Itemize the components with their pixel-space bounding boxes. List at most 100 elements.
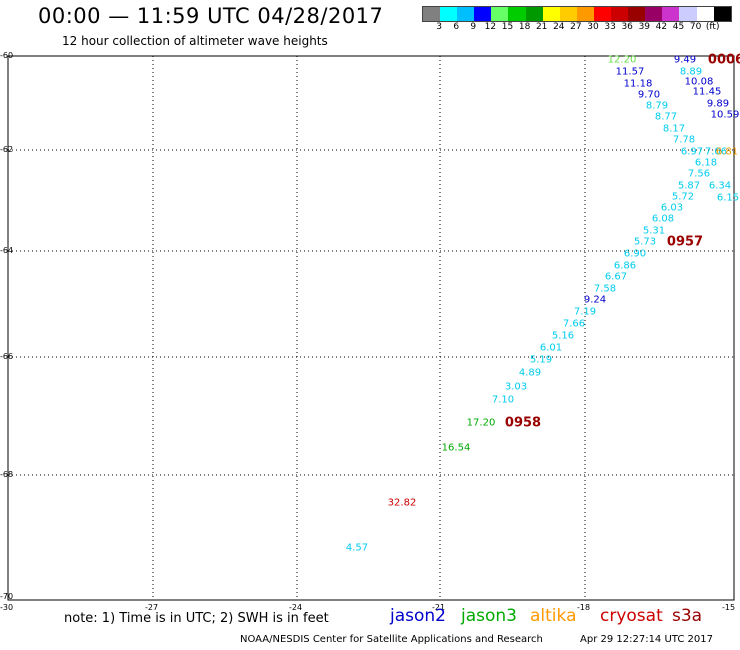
- colorbar-swatch: [679, 7, 697, 21]
- colorbar-label: 42: [655, 22, 668, 32]
- wave-height-value: 32.82: [387, 497, 417, 509]
- colorbar-label: 27: [570, 22, 582, 32]
- map-title: 00:00 — 11:59 UTC 04/28/2017: [38, 4, 384, 28]
- colorbar-label: 24: [553, 22, 565, 32]
- legend-item-cryosat: cryosat: [600, 606, 663, 626]
- wave-height-value: 4.57: [345, 542, 369, 554]
- latitude-tick-label: -64: [0, 246, 14, 255]
- colorbar-label: 18: [518, 22, 531, 32]
- colorbar-swatch: [628, 7, 646, 21]
- wave-height-value: 6.15: [716, 192, 740, 204]
- wave-height-colorbar: [422, 6, 732, 22]
- wave-height-value: 9.49: [673, 54, 697, 66]
- wave-height-value: 12.20: [607, 54, 637, 66]
- wave-height-value: 6.86: [613, 260, 637, 272]
- legend-item-jason3: jason3: [461, 606, 517, 626]
- latitude-tick-label: -70: [0, 592, 14, 601]
- wave-height-value: 5.19: [529, 354, 553, 366]
- longitude-tick-label: -24: [289, 603, 303, 612]
- wave-height-value: 11.45: [692, 86, 722, 98]
- colorbar-label: 70: [689, 22, 702, 32]
- wave-height-value: 7.78: [672, 134, 696, 146]
- latitude-tick-label: -62: [0, 145, 14, 154]
- longitude-tick-label: -30: [0, 603, 14, 612]
- legend-item-s3a: s3a: [672, 606, 703, 626]
- wave-height-value: 9.24: [583, 294, 607, 306]
- pass-time-label: 0957: [666, 234, 704, 250]
- pass-time-label: 0006: [707, 52, 740, 68]
- wave-height-value: 6.08: [651, 213, 675, 225]
- wave-height-value: 17.20: [466, 417, 496, 429]
- generation-timestamp: Apr 29 12:27:14 UTC 2017: [580, 634, 713, 645]
- legend-item-altika: altika: [530, 606, 577, 626]
- longitude-tick-label: -21: [432, 603, 446, 612]
- colorbar-label: 9: [470, 22, 477, 32]
- wave-height-value: 5.73: [633, 236, 657, 248]
- wave-height-value: 7.19: [573, 306, 597, 318]
- map-frame: [7, 55, 735, 601]
- map-subtitle: 12 hour collection of altimeter wave hei…: [62, 34, 328, 48]
- colorbar-label: (ft): [705, 22, 720, 32]
- colorbar-swatch: [508, 7, 526, 21]
- wave-height-value: 8.17: [662, 123, 686, 135]
- colorbar-swatch: [474, 7, 492, 21]
- wave-height-value: 10.59: [710, 109, 740, 121]
- colorbar-label: 12: [484, 22, 497, 32]
- wave-height-value: 3.03: [504, 381, 528, 393]
- colorbar-label: 30: [587, 22, 599, 32]
- colorbar-label: 21: [535, 22, 548, 32]
- colorbar-label: 33: [604, 22, 616, 32]
- wave-height-value: 6.67: [604, 271, 628, 283]
- wave-height-value: 6.81: [715, 146, 739, 158]
- wave-height-value: 11.18: [623, 78, 653, 90]
- wave-height-value: 4.89: [518, 367, 542, 379]
- wave-height-value: 7.66: [562, 318, 586, 330]
- colorbar-swatch: [576, 7, 594, 21]
- units-note: note: 1) Time is in UTC; 2) SWH is in fe…: [64, 611, 329, 626]
- colorbar-swatch: [713, 7, 731, 21]
- colorbar-swatch: [559, 7, 577, 21]
- colorbar-label: 39: [638, 22, 651, 32]
- longitude-tick-label: -18: [577, 603, 591, 612]
- legend-item-jason2: jason2: [390, 606, 446, 626]
- colorbar-swatch: [525, 7, 543, 21]
- colorbar-swatch: [440, 7, 458, 21]
- wave-height-value: 5.31: [642, 225, 666, 237]
- wave-height-value: 16.54: [441, 442, 471, 454]
- longitude-tick-label: -27: [145, 603, 159, 612]
- colorbar-swatch: [611, 7, 629, 21]
- latitude-tick-label: -68: [0, 470, 14, 479]
- pass-time-label: 0958: [504, 415, 542, 431]
- colorbar-label: 3: [436, 22, 442, 32]
- colorbar-swatch: [662, 7, 680, 21]
- colorbar-swatch: [491, 7, 509, 21]
- credit-line: NOAA/NESDIS Center for Satellite Applica…: [240, 634, 543, 645]
- colorbar-label: 15: [501, 22, 514, 32]
- wave-height-value: 6.97: [680, 146, 704, 158]
- colorbar-label: 36: [621, 22, 633, 32]
- colorbar-label: 6: [453, 22, 460, 32]
- wave-height-value: 6.18: [694, 157, 718, 169]
- wave-height-value: 7.06: [704, 146, 728, 158]
- latitude-tick-label: -60: [0, 51, 14, 60]
- wave-height-value: 8.89: [679, 66, 703, 78]
- colorbar-swatch: [696, 7, 714, 21]
- colorbar-swatch: [457, 7, 475, 21]
- colorbar-swatch: [423, 7, 441, 21]
- wave-height-value: 5.72: [671, 191, 695, 203]
- wave-height-value: 8.77: [654, 111, 678, 123]
- wave-height-value: 5.16: [551, 330, 575, 342]
- wave-height-value: 8.79: [645, 100, 669, 112]
- wave-height-value: 5.87: [677, 180, 701, 192]
- wave-height-value: 9.70: [637, 89, 661, 101]
- graticule-grid: [8, 56, 734, 600]
- wave-height-value: 6.01: [539, 342, 563, 354]
- colorbar-swatch: [542, 7, 560, 21]
- wave-height-value: 10.08: [684, 76, 714, 88]
- wave-height-value: 6.03: [660, 202, 684, 214]
- colorbar-swatch: [645, 7, 663, 21]
- wave-height-value: 7.56: [687, 168, 711, 180]
- colorbar-label: 45: [672, 22, 685, 32]
- wave-height-value: 7.10: [491, 394, 515, 406]
